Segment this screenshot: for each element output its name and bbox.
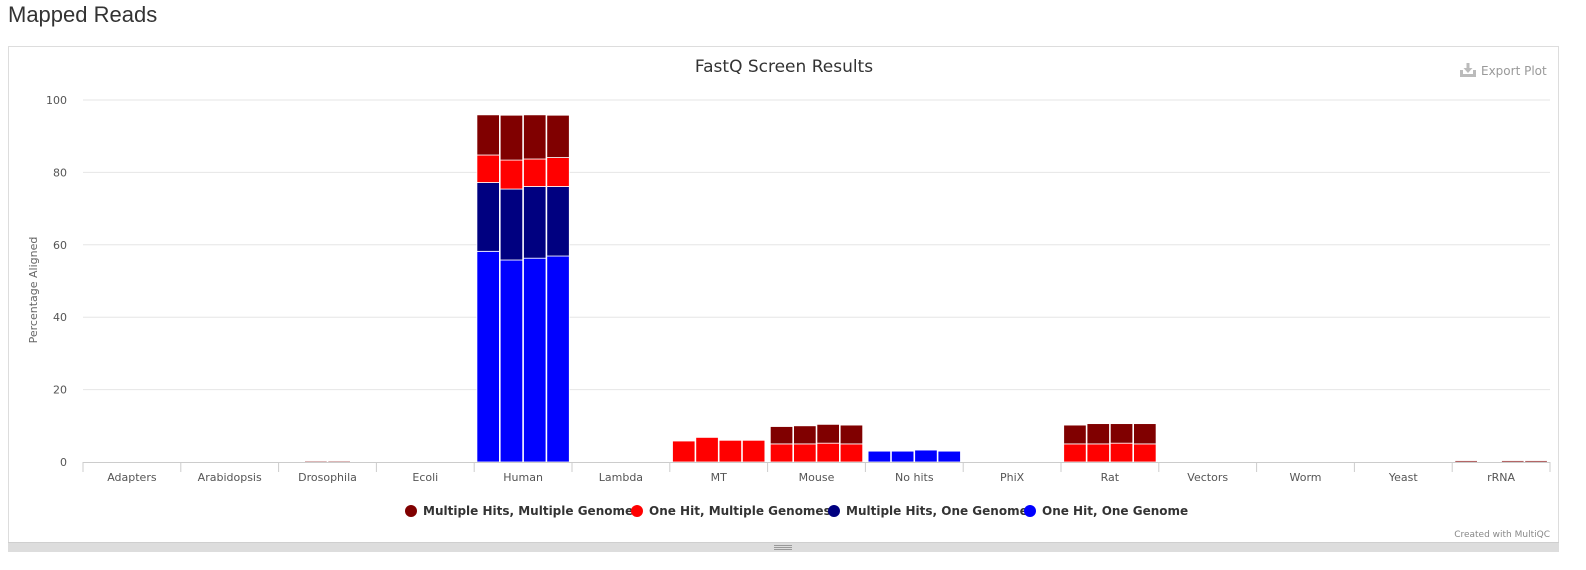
y-tick-label: 40 xyxy=(53,311,67,324)
gridlines xyxy=(83,99,1550,391)
x-tick-label: Lambda xyxy=(599,471,643,484)
legend-item[interactable]: One Hit, Multiple Genomes xyxy=(631,504,831,518)
x-tick-label: Mouse xyxy=(799,471,835,484)
x-tick-label: rRNA xyxy=(1487,471,1515,484)
bar-segment[interactable] xyxy=(742,439,766,463)
x-tick-label: MT xyxy=(711,471,727,484)
y-axis-title: Percentage Aligned xyxy=(27,237,40,344)
bar-segment[interactable] xyxy=(695,436,719,463)
bar-segment[interactable] xyxy=(499,259,524,463)
bar-segment[interactable] xyxy=(1133,423,1157,445)
y-tick-label: 60 xyxy=(53,239,67,252)
bar-segment[interactable] xyxy=(816,442,840,463)
bar-segment[interactable] xyxy=(499,159,524,190)
bar-segment[interactable] xyxy=(769,443,794,463)
bar-segment[interactable] xyxy=(793,425,817,445)
chart-title: FastQ Screen Results xyxy=(695,57,873,77)
bar-segment[interactable] xyxy=(891,450,915,463)
drag-grip-icon xyxy=(774,545,792,550)
export-plot-label: Export Plot xyxy=(1481,64,1547,78)
bar-segment[interactable] xyxy=(718,439,742,463)
bar-segment[interactable] xyxy=(546,186,570,257)
bar-segment[interactable] xyxy=(1501,460,1525,463)
x-tick-label: Ecoli xyxy=(412,471,438,484)
export-plot-button[interactable]: Export Plot xyxy=(1460,63,1547,78)
legend-item[interactable]: Multiple Hits, Multiple Genomes xyxy=(405,504,640,518)
bar-segment[interactable] xyxy=(867,450,891,463)
legend-marker xyxy=(405,505,417,517)
x-axis xyxy=(82,462,1551,472)
legend-label: One Hit, Multiple Genomes xyxy=(649,504,831,518)
bar-segment[interactable] xyxy=(476,182,500,252)
bar-segment[interactable] xyxy=(816,423,840,444)
legend-item[interactable]: One Hit, One Genome xyxy=(1024,504,1188,518)
legend-label: One Hit, One Genome xyxy=(1042,504,1188,518)
y-tick-label: 100 xyxy=(46,94,67,107)
bar-segment[interactable] xyxy=(672,440,696,463)
legend-marker xyxy=(631,505,643,517)
legend-item[interactable]: Multiple Hits, One Genome xyxy=(828,504,1028,518)
bar-segment[interactable] xyxy=(476,250,500,463)
download-icon xyxy=(1460,63,1476,77)
bar-segment[interactable] xyxy=(523,158,547,187)
x-tick-label: Yeast xyxy=(1388,471,1418,484)
x-tick-label: Adapters xyxy=(107,471,157,484)
legend-marker xyxy=(1024,505,1036,517)
bar-segment[interactable] xyxy=(1524,460,1548,463)
x-tick-label: No hits xyxy=(895,471,934,484)
y-tick-labels: 0 20 40 60 80 100 xyxy=(46,94,67,469)
x-tick-label: Rat xyxy=(1101,471,1120,484)
bar-segment[interactable] xyxy=(769,426,794,445)
legend-marker xyxy=(828,505,840,517)
bar-segment[interactable] xyxy=(839,424,864,445)
x-tick-label: Human xyxy=(503,471,543,484)
bar-segment[interactable] xyxy=(546,157,570,187)
bar-segment[interactable] xyxy=(839,443,864,463)
bar-segment[interactable] xyxy=(1454,460,1478,463)
bar-segment[interactable] xyxy=(1109,423,1134,444)
bar-segment[interactable] xyxy=(1133,443,1157,463)
legend-label: Multiple Hits, One Genome xyxy=(846,504,1028,518)
bar-segment[interactable] xyxy=(793,443,817,463)
bar-segment[interactable] xyxy=(1086,423,1110,445)
y-tick-label: 0 xyxy=(60,456,67,469)
bar-segment[interactable] xyxy=(523,257,547,463)
bar-segment[interactable] xyxy=(304,460,328,463)
fastq-screen-chart: FastQ Screen Results Export Plot Percent… xyxy=(27,57,1551,540)
bar-segment[interactable] xyxy=(1063,443,1087,463)
y-tick-label: 80 xyxy=(53,166,67,179)
x-tick-labels: Adapters Arabidopsis Drosophila Ecoli Human L… xyxy=(107,471,1515,484)
legend: Multiple Hits, Multiple Genomes One Hit, … xyxy=(405,504,1188,518)
page-title: Mapped Reads xyxy=(8,2,158,27)
bar-segment[interactable] xyxy=(476,114,500,156)
bar-segment[interactable] xyxy=(523,114,547,160)
bar-segment[interactable] xyxy=(914,449,938,463)
x-tick-label: Drosophila xyxy=(298,471,357,484)
bar-segment[interactable] xyxy=(499,188,524,261)
x-tick-label: PhiX xyxy=(1000,471,1025,484)
y-tick-label: 20 xyxy=(53,384,67,397)
bar-segment[interactable] xyxy=(523,186,547,259)
bar-segment[interactable] xyxy=(546,255,570,463)
bar-segment[interactable] xyxy=(546,114,570,158)
bar-segment[interactable] xyxy=(937,450,961,463)
legend-label: Multiple Hits, Multiple Genomes xyxy=(423,504,640,518)
x-tick-label: Arabidopsis xyxy=(198,471,262,484)
plot-panel: FastQ Screen Results Export Plot Percent… xyxy=(8,46,1559,552)
resize-handle[interactable] xyxy=(8,542,1559,552)
bar-segment[interactable] xyxy=(476,154,500,183)
bar-segment[interactable] xyxy=(1086,443,1110,463)
x-tick-label: Vectors xyxy=(1187,471,1228,484)
bar-segment[interactable] xyxy=(499,114,524,161)
created-with-credit: Created with MultiQC xyxy=(1454,530,1550,540)
bar-segment[interactable] xyxy=(1063,424,1087,445)
bars xyxy=(304,114,1548,463)
bar-segment[interactable] xyxy=(327,460,351,463)
x-tick-label: Worm xyxy=(1289,471,1321,484)
bar-segment[interactable] xyxy=(1109,442,1134,463)
